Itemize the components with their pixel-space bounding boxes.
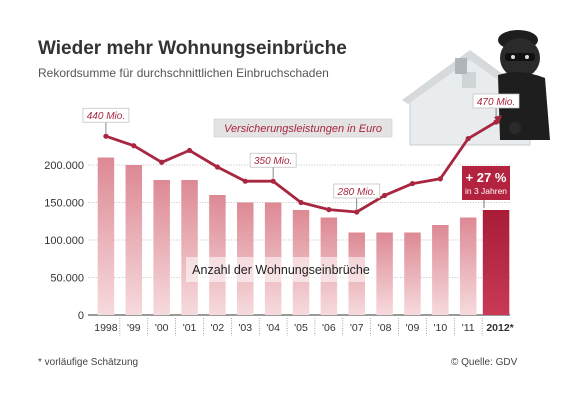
line-point	[103, 133, 109, 139]
line-point	[437, 176, 443, 182]
line-point	[382, 192, 388, 199]
line-point	[409, 180, 416, 187]
line-label-box	[249, 152, 297, 168]
bar	[153, 180, 170, 315]
line-label-box	[333, 183, 381, 199]
x-tick-label: '04	[266, 322, 280, 334]
x-tick-label: '02	[211, 322, 225, 334]
bar	[97, 157, 115, 315]
bar-series-label-bg	[186, 257, 376, 282]
line-series-label: Versicherungsleistungen in Euro	[224, 123, 382, 135]
x-tick-label: '09	[406, 322, 420, 334]
bar	[125, 165, 143, 315]
line-series-label-bg	[213, 118, 393, 138]
line-point	[270, 178, 276, 184]
bar	[404, 232, 421, 315]
y-tick-label: 0	[78, 310, 84, 322]
callout-box	[462, 166, 510, 200]
line-point	[186, 147, 193, 154]
x-tick-label: '03	[238, 322, 252, 334]
line-point	[354, 209, 360, 215]
footnote: * vorläufige Schätzung	[38, 357, 139, 368]
bar	[376, 232, 393, 315]
callout-value: + 27 %	[466, 170, 507, 185]
y-tick-label: 200.000	[44, 160, 84, 172]
line-value-label: 440 Mio.	[87, 111, 125, 122]
line-value-label: 350 Mio.	[254, 156, 292, 167]
x-tick-label: '06	[322, 322, 336, 334]
line-label-box	[82, 107, 130, 123]
line-value-label: 470 Mio.	[477, 97, 515, 108]
y-tick-label: 100.000	[44, 235, 84, 247]
callout-note: in 3 Jahren	[465, 186, 507, 196]
x-tick-label: '05	[294, 322, 308, 334]
x-tick-label: 2012*	[486, 322, 514, 334]
x-tick-label: '10	[433, 322, 447, 334]
bar-series-label: Anzahl der Wohnungseinbrüche	[192, 263, 370, 277]
x-tick-label: '99	[127, 322, 141, 334]
line-label-box	[472, 93, 520, 109]
bar	[482, 210, 510, 315]
x-tick-label: '00	[155, 322, 169, 334]
x-tick-label: '08	[378, 322, 392, 334]
chart-title: Wieder mehr Wohnungseinbrüche	[38, 38, 347, 59]
line-point	[298, 199, 304, 206]
bar	[209, 195, 226, 315]
line-point	[214, 164, 220, 170]
y-tick-label: 150.000	[44, 198, 84, 210]
line-point	[326, 207, 332, 213]
source-credit: © Quelle: GDV	[451, 357, 518, 368]
chart-subtitle: Rekordsumme für durchschnittlichen Einbr…	[38, 66, 329, 80]
line-point	[465, 135, 471, 142]
line-point	[242, 178, 248, 184]
line-point	[159, 159, 165, 165]
line-point	[131, 143, 137, 149]
x-tick-label: '11	[462, 322, 475, 334]
x-tick-label: '01	[183, 322, 197, 334]
y-tick-label: 50.000	[50, 273, 84, 285]
bar	[459, 217, 477, 315]
line-value-label: 280 Mio.	[337, 187, 376, 198]
x-tick-label: '07	[350, 322, 364, 334]
x-tick-label: 1998	[94, 322, 118, 334]
burglar-house-illustration	[402, 30, 550, 146]
bar	[181, 180, 198, 315]
bar	[432, 225, 449, 315]
